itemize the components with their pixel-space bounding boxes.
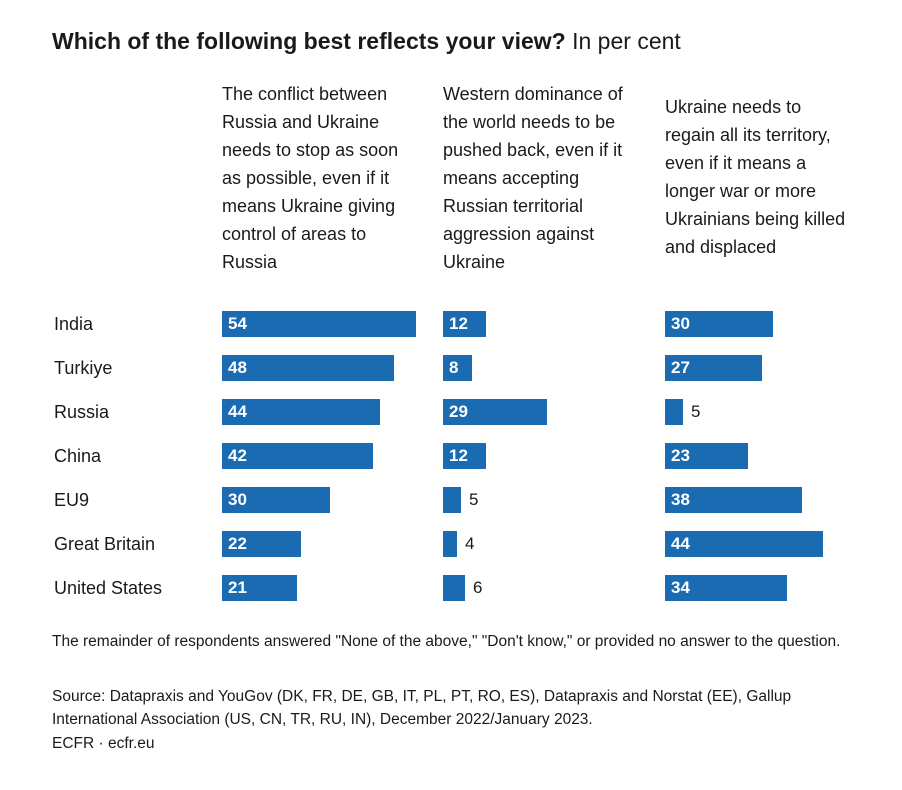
bar-value-label: 6 (473, 578, 483, 597)
bar-value-label: 30 (228, 490, 247, 509)
bar-value-label: 27 (671, 358, 690, 377)
bar (443, 487, 461, 513)
bar-value-label: 29 (449, 402, 468, 421)
series-header-3: Ukraine needs to regain all its territor… (665, 97, 846, 257)
bar-value-label: 5 (469, 490, 479, 509)
bar-value-label: 12 (449, 314, 468, 333)
bar-value-label: 48 (228, 358, 247, 377)
bar-value-label: 30 (671, 314, 690, 333)
bar (222, 311, 416, 337)
bar (665, 399, 683, 425)
bar (443, 311, 486, 337)
bar (222, 399, 380, 425)
source-note: Source: Datapraxis and YouGov (DK, FR, D… (52, 688, 792, 728)
row-label: China (54, 446, 102, 466)
bar (443, 355, 472, 381)
footnote: The remainder of respondents answered "N… (52, 633, 841, 650)
credit: ECFR · ecfr.eu (52, 735, 155, 752)
row-label: India (54, 314, 94, 334)
bar-value-label: 8 (449, 358, 459, 377)
series-header-1: The conflict between Russia and Ukraine … (222, 84, 399, 272)
bar (222, 575, 297, 601)
row-label: Russia (54, 402, 110, 422)
bar (443, 399, 547, 425)
bar (665, 575, 787, 601)
bar (443, 575, 465, 601)
row-label: Turkiye (54, 358, 113, 378)
bar-value-label: 23 (671, 446, 690, 465)
bar-value-label: 21 (228, 578, 247, 597)
bar (443, 531, 457, 557)
bar (443, 443, 486, 469)
bar-value-label: 42 (228, 446, 247, 465)
bar-value-label: 44 (228, 402, 247, 421)
row-label: EU9 (54, 490, 90, 510)
bar-value-label: 4 (465, 534, 475, 553)
bar (222, 443, 373, 469)
bar (665, 311, 773, 337)
row-label: United States (54, 578, 163, 598)
bar (222, 487, 330, 513)
bar-value-label: 22 (228, 534, 247, 553)
bar (665, 355, 762, 381)
chart-title: Which of the following best reflects you… (52, 28, 681, 55)
series-header-2: Western dominance of the world needs to … (443, 84, 623, 272)
row-label: Great Britain (54, 534, 156, 554)
chart-subtitle: In per cent (572, 28, 681, 54)
bar-value-label: 34 (671, 578, 690, 597)
bar (665, 487, 802, 513)
chart-title-main: Which of the following best reflects you… (52, 28, 566, 54)
bar (222, 531, 301, 557)
bar (665, 531, 823, 557)
bar-value-label: 5 (691, 402, 701, 421)
bar-value-label: 12 (449, 446, 468, 465)
bar-value-label: 38 (671, 490, 690, 509)
bar (665, 443, 748, 469)
bar-value-label: 44 (671, 534, 690, 553)
bar-value-label: 54 (228, 314, 247, 333)
bar (222, 355, 394, 381)
